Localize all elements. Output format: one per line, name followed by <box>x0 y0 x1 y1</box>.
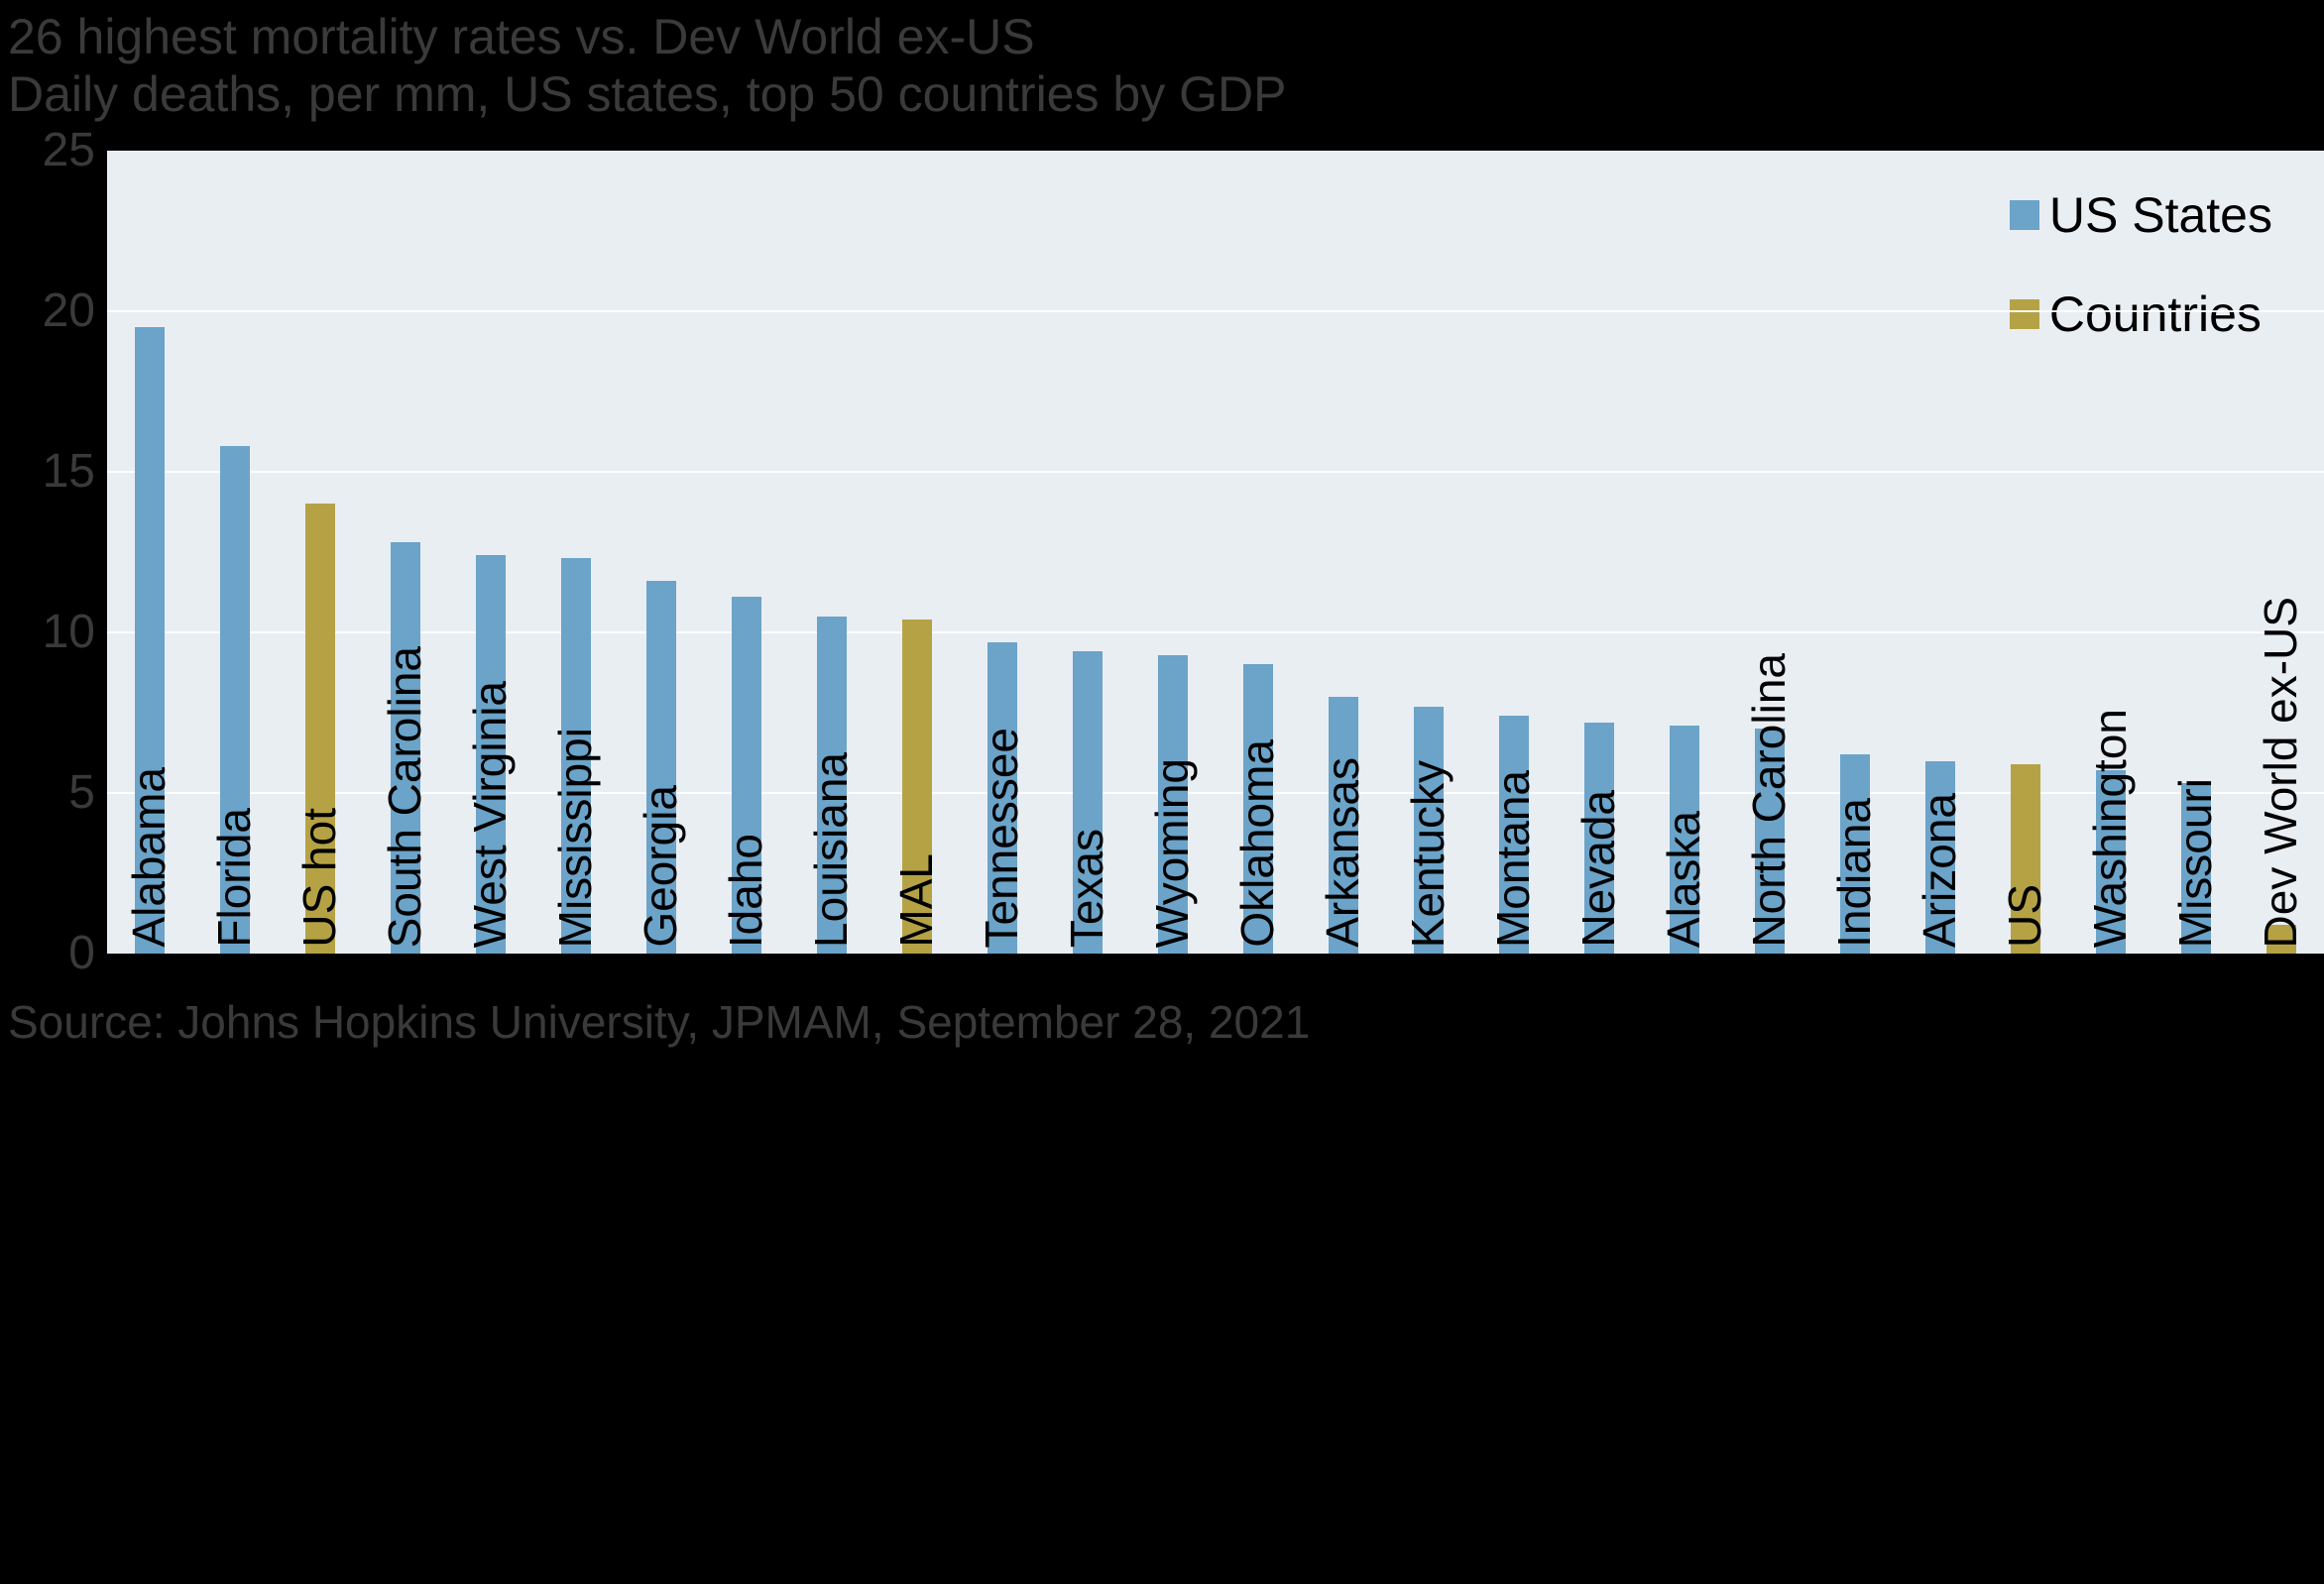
bar <box>220 446 250 954</box>
bar <box>1243 664 1273 954</box>
bar-label: North Carolina <box>1743 653 1795 948</box>
bar-label: US <box>1999 884 2050 948</box>
bar <box>1584 722 1614 954</box>
legend-label: Countries <box>2048 286 2262 342</box>
bar <box>1414 706 1444 954</box>
bar <box>561 558 591 954</box>
bar-label: Wyoming <box>1146 757 1198 948</box>
bar-label: Missouri <box>2169 777 2221 948</box>
source-note: Source: Johns Hopkins University, JPMAM,… <box>8 996 1311 1048</box>
y-axis-tick-label: 10 <box>42 606 95 658</box>
bar <box>391 542 420 954</box>
bar <box>2011 763 2040 954</box>
bar-label: South Carolina <box>379 645 430 948</box>
bar <box>1755 729 1785 954</box>
bar-label: US hot <box>293 808 345 948</box>
gridline <box>107 310 2324 312</box>
bar-label: Alaska <box>1658 810 1709 948</box>
bar-label: Florida <box>208 808 260 948</box>
bar <box>476 555 506 954</box>
y-axis-tick-label: 20 <box>42 284 95 337</box>
gridline <box>107 792 2324 794</box>
bar <box>732 597 761 954</box>
bar-label: Indiana <box>1828 798 1880 948</box>
bar <box>305 504 335 954</box>
bar-label: West Virginia <box>464 680 516 948</box>
bar <box>1073 651 1103 954</box>
gridline <box>107 471 2324 473</box>
bar-label: Kentucky <box>1402 759 1453 948</box>
bar <box>1499 716 1529 954</box>
bar <box>2181 783 2211 954</box>
bar <box>817 616 847 954</box>
bar <box>902 620 932 954</box>
bar-label: Dev World ex-US <box>2255 596 2306 948</box>
bar-label: Mississippi <box>549 727 601 948</box>
y-axis-tick-label: 0 <box>68 927 95 979</box>
bar-label: MAL <box>890 853 942 948</box>
legend-swatch-icon <box>2009 200 2039 230</box>
legend: US States Countries <box>2009 186 2272 343</box>
y-axis-tick-label: 15 <box>42 445 95 498</box>
bar-label: Tennessee <box>976 727 1027 949</box>
bar-label: Georgia <box>635 785 686 948</box>
bar <box>1670 725 1699 954</box>
gridline <box>107 631 2324 633</box>
bar <box>1840 754 1870 954</box>
bar-label: Louisiana <box>805 752 857 948</box>
chart-title: 26 highest mortality rates vs. Dev World… <box>8 9 1035 64</box>
bar <box>2266 924 2296 954</box>
legend-label: US States <box>2048 187 2272 243</box>
bar-label: Texas <box>1061 828 1112 948</box>
bar-label: Alabama <box>123 767 174 948</box>
bar <box>2096 770 2126 954</box>
bar <box>646 581 676 954</box>
bar <box>1329 696 1358 954</box>
bar-label: Nevada <box>1572 790 1624 948</box>
bar-label: Montana <box>1487 769 1539 948</box>
bar <box>1158 654 1188 954</box>
bar-label: Arizona <box>1914 793 1965 948</box>
plot-area: US States Countries Alabama Florida US hot S… <box>107 151 2324 954</box>
legend-item: US States <box>2009 186 2272 244</box>
bar-label: Idaho <box>720 833 771 948</box>
bar-label: Arkansas <box>1317 757 1368 948</box>
bar <box>988 641 1017 954</box>
bar-label: Washington <box>2084 708 2136 948</box>
bar <box>135 327 165 954</box>
bar-label: Oklahoma <box>1231 739 1283 948</box>
y-axis-tick-label: 5 <box>68 766 95 819</box>
bar <box>1925 760 1955 954</box>
chart-subtitle: Daily deaths, per mm, US states, top 50 … <box>8 66 1287 122</box>
legend-swatch-icon <box>2009 299 2039 329</box>
y-axis-tick-label: 25 <box>42 124 95 176</box>
legend-item: Countries <box>2009 285 2272 343</box>
